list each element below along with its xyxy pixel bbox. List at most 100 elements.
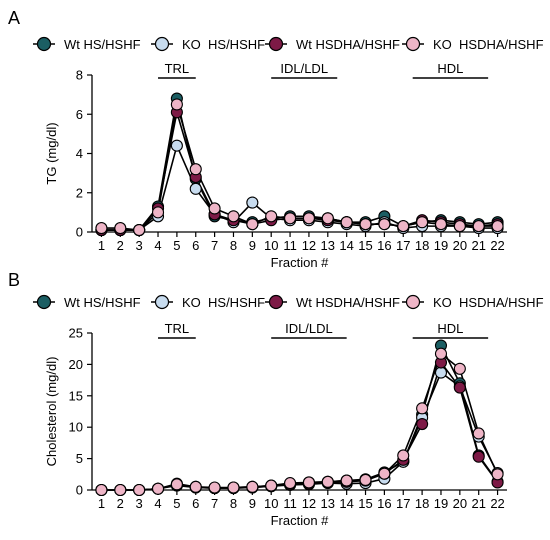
x-tick-label: 5 — [173, 238, 180, 253]
data-point — [491, 468, 504, 481]
legend-marker — [268, 36, 284, 52]
x-tick-label: 17 — [396, 496, 410, 511]
legend: Wt HS/HSHF KO HS/HSHF Wt HSDHA/HSHF KO HSDH… — [33, 36, 544, 52]
series-line — [101, 371, 499, 491]
x-tick-label: 7 — [211, 496, 218, 511]
data-point — [246, 480, 259, 493]
x-tick-label: 10 — [264, 496, 278, 511]
x-tick-label: 2 — [117, 238, 124, 253]
x-tick-label: 16 — [377, 496, 391, 511]
x-tick-label: 3 — [136, 496, 143, 511]
x-tick-label: 4 — [154, 238, 161, 253]
y-tick-label: 2 — [76, 185, 83, 200]
x-tick-label: 11 — [283, 496, 297, 511]
legend-label: Wt HSDHA/HSHF — [296, 295, 400, 310]
data-point — [151, 482, 165, 495]
legend: Wt HS/HSHF KO HS/HSHF Wt HSDHA/HSHF KO HSDH… — [33, 294, 544, 310]
x-tick-label: 18 — [415, 238, 429, 253]
data-point — [472, 450, 485, 463]
x-tick-label: 20 — [453, 238, 467, 253]
data-point — [227, 210, 240, 223]
legend-label: Wt HS/HSHF — [64, 295, 141, 310]
x-tick-label: 3 — [136, 238, 143, 253]
legend-label: Wt HSDHA/HSHF — [296, 37, 400, 52]
y-tick-label: 4 — [76, 146, 83, 161]
data-point — [189, 182, 202, 195]
region-label: IDL/LDL — [285, 321, 333, 336]
legend-marker — [36, 294, 52, 310]
data-point — [340, 474, 353, 487]
data-point — [95, 483, 108, 497]
data-point — [416, 418, 429, 431]
data-point — [434, 347, 448, 360]
x-tick-label: 16 — [377, 238, 391, 253]
region-label: HDL — [437, 61, 463, 76]
data-point — [416, 402, 429, 415]
x-tick-label: 8 — [230, 496, 237, 511]
legend-marker — [405, 36, 421, 52]
data-point — [284, 477, 297, 490]
data-point — [208, 481, 221, 494]
x-tick-label: 6 — [192, 496, 199, 511]
x-tick-label: 19 — [434, 496, 448, 511]
data-point — [397, 449, 410, 462]
data-point — [95, 222, 108, 235]
data-point — [397, 220, 410, 233]
x-tick-label: 5 — [173, 496, 180, 511]
data-point — [114, 222, 127, 235]
x-tick-label: 15 — [358, 238, 372, 253]
x-tick-label: 13 — [321, 496, 335, 511]
data-point — [359, 218, 372, 231]
x-tick-label: 19 — [434, 238, 448, 253]
data-point — [321, 212, 334, 225]
x-tick-label: 18 — [415, 496, 429, 511]
data-point — [246, 196, 259, 209]
panel-label: A — [8, 8, 20, 28]
data-point — [416, 216, 429, 229]
y-tick-label: 25 — [69, 326, 83, 341]
x-tick-label: 21 — [471, 238, 485, 253]
data-point — [114, 483, 127, 497]
data-point — [340, 216, 353, 229]
y-axis-title: Cholesterol (mg/dl) — [44, 357, 59, 467]
data-point — [472, 427, 485, 440]
data-point — [302, 476, 315, 489]
data-point — [321, 475, 334, 488]
x-tick-label: 20 — [453, 496, 467, 511]
legend-label: KO HS/HSHF — [182, 295, 265, 310]
data-point — [359, 473, 372, 487]
y-tick-label: 10 — [69, 420, 83, 435]
region-label: IDL/LDL — [280, 61, 328, 76]
data-point — [378, 467, 391, 480]
series-line — [101, 352, 499, 491]
data-point — [208, 202, 221, 215]
legend-marker — [36, 36, 52, 52]
data-point — [491, 220, 504, 233]
legend-label: Wt HS/HSHF — [64, 37, 141, 52]
region-label: TRL — [165, 61, 190, 76]
data-point — [378, 218, 391, 231]
region-label: HDL — [437, 321, 463, 336]
y-tick-label: 20 — [69, 357, 83, 372]
x-tick-label: 8 — [230, 238, 237, 253]
data-point — [302, 212, 315, 225]
region-label: TRL — [165, 321, 190, 336]
x-tick-label: 14 — [339, 238, 353, 253]
panel-label: B — [8, 270, 20, 290]
data-point — [453, 220, 466, 233]
x-axis-title: Fraction # — [271, 513, 330, 528]
data-point — [453, 381, 466, 394]
x-tick-label: 4 — [154, 496, 161, 511]
x-tick-label: 11 — [283, 238, 297, 253]
legend-label: KO HS/HSHF — [182, 37, 265, 52]
y-tick-label: 6 — [76, 107, 83, 122]
data-point — [265, 210, 278, 223]
legend-marker — [154, 36, 170, 52]
x-tick-label: 21 — [471, 496, 485, 511]
x-axis-title: Fraction # — [271, 255, 330, 270]
x-tick-label: 12 — [302, 496, 316, 511]
x-tick-label: 12 — [302, 238, 316, 253]
x-tick-label: 10 — [264, 238, 278, 253]
y-tick-label: 0 — [76, 225, 83, 240]
data-point — [434, 366, 448, 379]
